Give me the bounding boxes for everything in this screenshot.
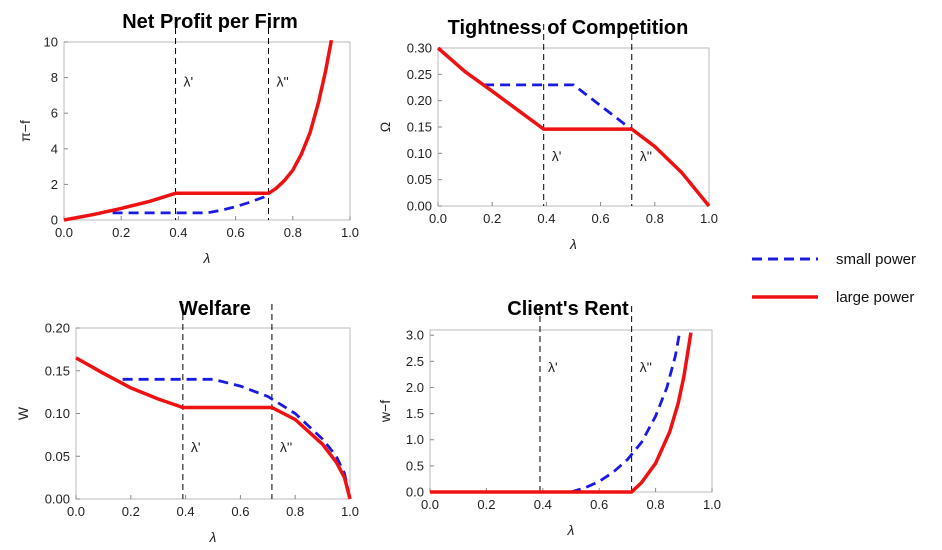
threshold-label: λ'' — [276, 74, 288, 90]
y-tick-label: 1.0 — [406, 432, 424, 447]
legend-label-small: small power — [836, 251, 916, 268]
plot-frame — [437, 47, 710, 207]
series-line-large-power — [430, 332, 693, 494]
y-axis-label: w−f — [377, 400, 393, 423]
chart-title: Net Profit per Firm — [122, 11, 298, 33]
y-tick-label: 10 — [44, 35, 58, 50]
panel-clients-rent: Client's Rent 0.0 0.2 0.4 0.6 0.8 1.0 0.0 0.5 1.0… — [377, 298, 721, 538]
y-tick-label: 0.10 — [45, 406, 70, 421]
y-tick-label: 0.25 — [407, 67, 432, 82]
y-tick-label: 0.00 — [407, 199, 432, 214]
x-tick-label: 0.8 — [284, 225, 302, 240]
threshold-label: λ'' — [640, 359, 652, 375]
x-axis-label: λ — [209, 529, 217, 545]
series-line-large-power — [63, 40, 334, 222]
y-tick-label: 2 — [51, 177, 58, 192]
series-line-small-power — [570, 332, 681, 494]
legend: small power large power — [752, 251, 916, 306]
series-line-small-power — [122, 377, 352, 500]
x-tick-label: 0.0 — [67, 504, 85, 519]
x-tick-label: 0.0 — [421, 497, 439, 512]
plot-frame — [63, 41, 351, 221]
x-tick-label: 0.2 — [122, 504, 140, 519]
x-tick-label: 0.8 — [646, 211, 664, 226]
y-tick-label: 8 — [51, 70, 58, 85]
y-tick-label: 0.5 — [406, 458, 424, 473]
y-tick-label: 2.5 — [406, 354, 424, 369]
y-tick-label: 0 — [51, 213, 58, 228]
x-tick-label: 1.0 — [700, 211, 718, 226]
x-tick-label: 0.8 — [647, 497, 665, 512]
threshold-label: λ' — [548, 359, 558, 375]
y-axis-label: π−f — [17, 120, 33, 142]
y-tick-label: 0.00 — [45, 492, 70, 507]
panel-tightness-of-competition: Tightness of Competition 0.0 0.2 0.4 0.6 0.8 1… — [377, 17, 718, 252]
chart-title: Tightness of Competition — [448, 17, 689, 39]
x-tick-label: 0.6 — [231, 504, 249, 519]
x-tick-label: 0.0 — [55, 225, 73, 240]
x-tick-label: 0.6 — [227, 225, 245, 240]
x-tick-label: 0.4 — [537, 211, 555, 226]
legend-label-large: large power — [836, 289, 914, 306]
threshold-label: λ'' — [280, 439, 292, 455]
y-tick-label: 0.20 — [407, 93, 432, 108]
panel-welfare: Welfare 0.0 0.2 0.4 0.6 0.8 1.0 0.00 0.05 0.10 0.1… — [15, 298, 359, 545]
threshold-label: λ' — [191, 439, 201, 455]
y-tick-label: 2.0 — [406, 380, 424, 395]
x-axis-label: λ — [567, 522, 575, 538]
plot-frame — [75, 327, 351, 500]
threshold-label: λ' — [552, 148, 562, 164]
y-tick-label: 0.30 — [407, 41, 432, 56]
y-tick-label: 0.05 — [45, 449, 70, 464]
x-tick-label: 0.4 — [177, 504, 195, 519]
chart-title: Welfare — [179, 298, 251, 320]
panel-net-profit: Net Profit per Firm 0.0 0.2 0.4 0.6 0.8 1.0 0 2 4… — [17, 11, 359, 266]
y-tick-label: 0.15 — [407, 120, 432, 135]
y-tick-label: 0.0 — [406, 485, 424, 500]
y-tick-label: 0.10 — [407, 146, 432, 161]
x-tick-label: 1.0 — [703, 497, 721, 512]
series-line-small-power — [484, 83, 633, 131]
series-line-small-power — [112, 193, 270, 215]
chart-title: Client's Rent — [507, 298, 629, 320]
x-axis-label: λ — [203, 250, 211, 266]
y-tick-label: 4 — [51, 141, 58, 156]
series-line-large-power — [75, 356, 352, 500]
y-tick-label: 0.20 — [45, 321, 70, 336]
y-tick-label: 0.05 — [407, 172, 432, 187]
y-axis-label: Ω — [377, 122, 393, 132]
x-tick-label: 1.0 — [341, 504, 359, 519]
plot-frame — [429, 329, 713, 493]
x-tick-label: 0.6 — [590, 497, 608, 512]
x-tick-label: 0.4 — [169, 225, 187, 240]
series-line-large-power — [436, 46, 711, 208]
x-tick-label: 0.2 — [483, 211, 501, 226]
y-axis-label: W — [15, 406, 31, 420]
x-tick-label: 0.6 — [592, 211, 610, 226]
x-tick-label: 0.2 — [477, 497, 495, 512]
y-tick-label: 6 — [51, 106, 58, 121]
x-axis-label: λ — [569, 236, 577, 252]
y-tick-label: 1.5 — [406, 406, 424, 421]
x-tick-label: 1.0 — [341, 225, 359, 240]
y-tick-label: 3.0 — [406, 328, 424, 343]
threshold-label: λ'' — [640, 148, 652, 164]
threshold-label: λ' — [184, 74, 194, 90]
x-tick-label: 0.8 — [286, 504, 304, 519]
x-tick-label: 0.4 — [534, 497, 552, 512]
x-tick-label: 0.0 — [429, 211, 447, 226]
y-tick-label: 0.15 — [45, 363, 70, 378]
x-tick-label: 0.2 — [112, 225, 130, 240]
